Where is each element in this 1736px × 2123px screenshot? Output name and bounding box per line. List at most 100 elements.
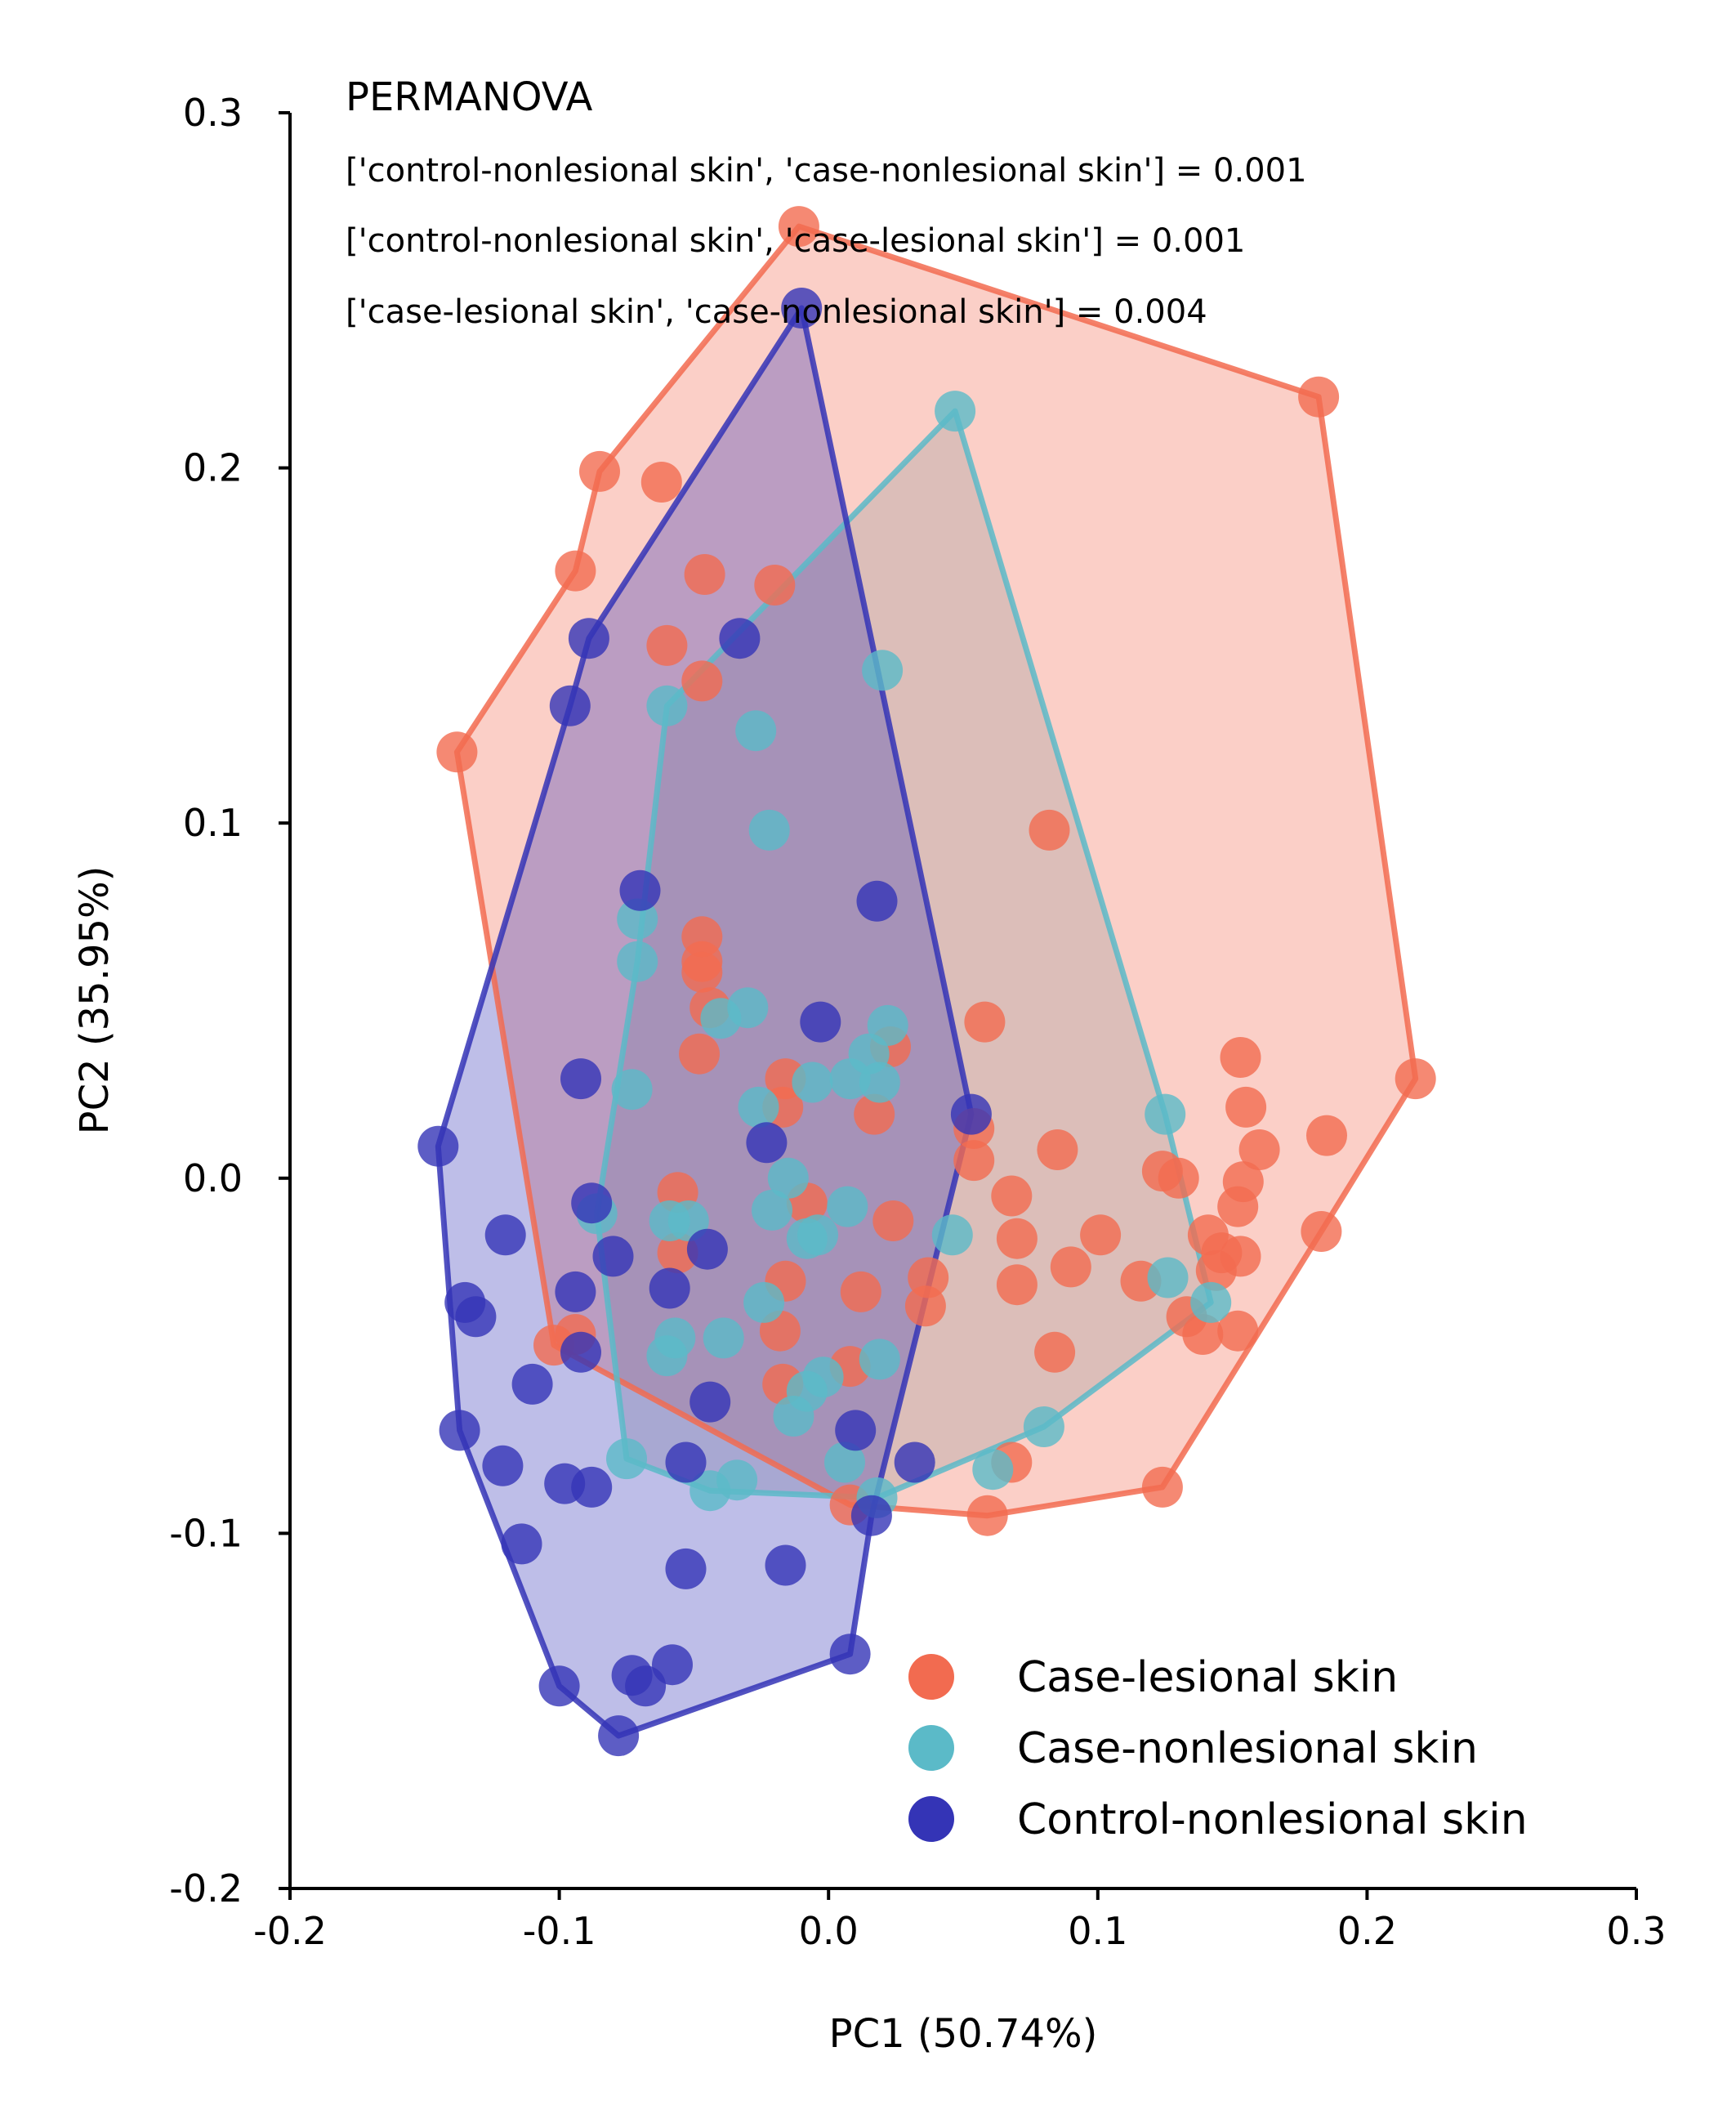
x-tick-label: -0.2 — [253, 1909, 327, 1953]
case-lesional-point — [854, 1093, 895, 1135]
case-lesional-point — [681, 951, 723, 993]
case-nonlesional-hull-fill — [596, 411, 1212, 1498]
control-nonlesional-point — [455, 1296, 497, 1338]
annotation-line-2: ['control-nonlesional skin', 'case-lesio… — [346, 222, 1245, 260]
case-lesional-point — [1034, 1331, 1076, 1373]
case-lesional-point — [996, 1264, 1038, 1306]
case-nonlesional-point — [862, 650, 904, 691]
convex-hull-layer — [435, 223, 1419, 1739]
x-tick-label: 0.1 — [1068, 1909, 1127, 1953]
y-tick-label: 0.1 — [183, 801, 243, 845]
case-nonlesional-point — [1145, 1093, 1186, 1135]
control-nonlesional-point — [439, 1410, 480, 1451]
case-nonlesional-point — [792, 1062, 833, 1103]
case-lesional-point — [953, 1140, 995, 1182]
control-nonlesional-point — [719, 618, 761, 659]
legend-marker-control-nonlesional — [908, 1796, 954, 1842]
control-nonlesional-point — [511, 1363, 553, 1405]
control-nonlesional-point — [800, 1001, 841, 1043]
case-lesional-point — [1220, 1037, 1261, 1078]
case-nonlesional-point — [703, 1317, 744, 1359]
control-nonlesional-point — [829, 1634, 871, 1675]
case-nonlesional-point — [646, 685, 688, 726]
case-nonlesional-point — [972, 1449, 1014, 1491]
control-nonlesional-point — [665, 1548, 707, 1589]
case-nonlesional-point — [773, 1396, 814, 1437]
case-lesional-point — [1080, 1214, 1122, 1256]
legend-marker-case-lesional — [908, 1654, 954, 1700]
case-lesional-point — [1225, 1086, 1267, 1128]
case-nonlesional-point — [935, 391, 976, 432]
control-nonlesional-point — [765, 1544, 806, 1586]
case-nonlesional-point — [1023, 1406, 1064, 1447]
case-lesional-point — [657, 1232, 698, 1274]
tick-layer: -0.2 -0.1 0.0 0.1 0.2 0.3 -0.2 -0.1 0.0 0.1 0.2 0.3 — [169, 91, 1666, 1953]
case-lesional-point — [579, 450, 620, 492]
annotation-line-3: ['case-lesional skin', 'case-nonlesional… — [346, 293, 1207, 331]
case-nonlesional-point — [931, 1214, 973, 1256]
case-nonlesional-point — [767, 1157, 809, 1199]
control-nonlesional-point — [689, 1381, 731, 1423]
case-nonlesional-point — [606, 1438, 647, 1480]
legend-label-case-nonlesional: Case-nonlesional skin — [1017, 1724, 1478, 1773]
scatter-point-layer — [417, 206, 1436, 1757]
case-nonlesional-point — [859, 1062, 900, 1103]
control-nonlesional-point — [835, 1410, 877, 1451]
x-axis-title: PC1 (50.74%) — [829, 2011, 1098, 2057]
control-nonlesional-point — [592, 1236, 634, 1277]
control-nonlesional-point — [501, 1523, 542, 1565]
control-nonlesional-point — [417, 1125, 459, 1167]
control-nonlesional-point — [571, 1182, 613, 1224]
case-nonlesional-point — [859, 1339, 900, 1380]
control-nonlesional-point — [538, 1665, 580, 1707]
case-lesional-point — [872, 1200, 914, 1241]
case-lesional-point — [1195, 1249, 1237, 1291]
control-nonlesional-point — [560, 1331, 601, 1373]
case-lesional-point — [1306, 1115, 1347, 1156]
case-lesional-point — [1298, 376, 1340, 418]
legend-label-control-nonlesional: Control-nonlesional skin — [1017, 1795, 1528, 1844]
annotation-line-1: ['control-nonlesional skin', 'case-nonle… — [346, 152, 1307, 190]
case-nonlesional-point — [743, 1281, 785, 1323]
case-lesional-point — [754, 565, 796, 606]
control-nonlesional-point — [619, 869, 661, 911]
y-axis-title: PC2 (35.95%) — [72, 866, 118, 1135]
case-nonlesional-point — [735, 710, 777, 752]
x-tick-label: 0.0 — [799, 1909, 859, 1953]
control-nonlesional-point — [571, 1466, 613, 1508]
case-nonlesional-point — [824, 1441, 865, 1483]
case-nonlesional-point — [700, 998, 742, 1039]
x-tick-label: -0.1 — [523, 1909, 596, 1953]
case-lesional-point — [1029, 809, 1070, 851]
case-lesional-point — [555, 550, 596, 592]
case-nonlesional-point — [1190, 1281, 1232, 1323]
case-nonlesional-point — [1147, 1257, 1189, 1298]
control-nonlesional-point — [652, 1644, 693, 1686]
legend-marker-case-nonlesional — [908, 1725, 954, 1771]
case-lesional-point — [681, 660, 723, 702]
legend: Case-lesional skin Case-nonlesional skin… — [908, 1653, 1528, 1844]
control-nonlesional-point — [568, 618, 609, 659]
legend-label-case-lesional: Case-lesional skin — [1017, 1653, 1398, 1702]
case-lesional-point — [640, 462, 682, 503]
control-nonlesional-point — [549, 685, 591, 726]
control-nonlesional-point — [598, 1715, 640, 1757]
case-lesional-point — [1158, 1157, 1199, 1199]
y-tick-label: 0.2 — [183, 446, 243, 490]
case-lesional-point — [1141, 1466, 1183, 1508]
y-tick-label: -0.1 — [169, 1511, 243, 1555]
case-lesional-point — [646, 624, 688, 666]
case-lesional-point — [1182, 1314, 1224, 1355]
case-lesional-point — [964, 1001, 1006, 1043]
y-tick-label: -0.2 — [169, 1866, 243, 1911]
case-nonlesional-point — [752, 1189, 792, 1231]
control-nonlesional-point — [649, 1267, 690, 1309]
case-nonlesional-point — [617, 941, 658, 982]
case-lesional-point — [991, 1175, 1033, 1217]
control-nonlesional-point — [665, 1441, 707, 1483]
control-nonlesional-point — [856, 880, 898, 922]
y-tick-label: 0.3 — [183, 91, 243, 135]
case-lesional-point — [1037, 1129, 1078, 1170]
control-nonlesional-point — [850, 1495, 892, 1536]
